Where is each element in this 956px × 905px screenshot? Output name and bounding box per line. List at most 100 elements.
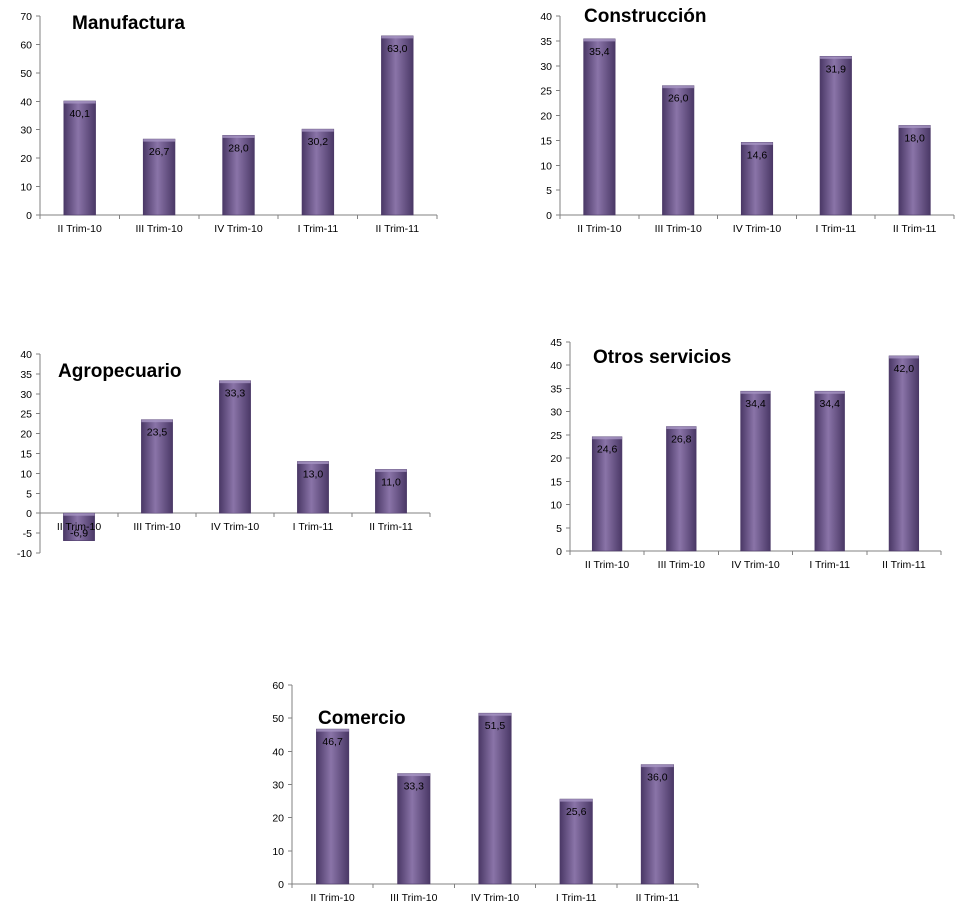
y-tick-label: 0 <box>278 879 284 891</box>
x-tick-label: III Trim-10 <box>390 892 437 904</box>
bar-cap <box>898 125 931 128</box>
y-tick-label: 15 <box>20 449 32 461</box>
y-tick-label: 30 <box>20 389 32 401</box>
bar-cap <box>143 139 175 142</box>
data-label: 11,0 <box>381 476 401 488</box>
y-tick-label: 20 <box>20 429 32 441</box>
data-label: 63,0 <box>387 43 408 55</box>
data-label: 18,0 <box>904 132 925 144</box>
data-label: 46,7 <box>322 736 343 748</box>
y-tick-label: 10 <box>272 846 284 858</box>
y-tick-label: 40 <box>540 11 552 23</box>
x-tick-label: I Trim-11 <box>298 223 339 235</box>
bar <box>141 419 173 514</box>
bar-cap <box>297 461 329 464</box>
data-label: 25,6 <box>566 806 587 818</box>
bar <box>814 390 845 552</box>
bar-cap <box>222 135 255 138</box>
y-tick-label: 10 <box>20 182 32 194</box>
bar-cap <box>740 391 771 394</box>
bar <box>316 728 350 885</box>
x-tick-label: IV Trim-10 <box>471 892 520 904</box>
bar <box>219 380 251 514</box>
x-tick-label: II Trim-10 <box>57 521 101 533</box>
bar <box>740 390 771 552</box>
y-tick-label: 50 <box>272 713 284 725</box>
y-tick-label: 30 <box>540 61 552 73</box>
bar <box>591 436 623 552</box>
y-tick-label: 20 <box>20 153 32 165</box>
chart-title: Construcción <box>584 6 706 27</box>
chart-otros-servicios: Otros servicios 0 5 10 15 20 25 30 35 40 45 II Trim… <box>480 330 950 575</box>
bar-cap <box>63 513 95 516</box>
x-tick-label: II Trim-11 <box>369 521 413 533</box>
data-label: 24,6 <box>597 444 618 456</box>
bar-cap <box>478 713 512 716</box>
x-tick-label: I Trim-11 <box>809 559 850 571</box>
data-label: 33,3 <box>225 388 246 400</box>
bar <box>375 469 407 514</box>
y-tick-label: 0 <box>26 508 32 520</box>
bar <box>297 461 329 514</box>
x-tick-label: II Trim-11 <box>882 559 926 571</box>
y-tick-label: 0 <box>556 546 562 558</box>
chart-construccion: Construcción 0 5 10 15 20 25 30 35 40 II Trim-10 35… <box>480 0 955 240</box>
y-tick-label: 40 <box>272 746 284 758</box>
bar-cap <box>302 129 334 132</box>
y-tick-label: 5 <box>546 185 552 197</box>
bar-cap <box>889 355 919 359</box>
data-label: 13,0 <box>303 468 324 480</box>
y-tick-label: 15 <box>550 476 562 488</box>
y-tick-label: 35 <box>20 369 32 381</box>
data-label: 23,5 <box>147 427 168 439</box>
bar <box>478 712 512 885</box>
bar-cap <box>375 469 407 472</box>
bar <box>222 135 255 216</box>
x-tick-label: III Trim-10 <box>658 559 705 571</box>
y-tick-label: 20 <box>550 453 562 465</box>
bar <box>740 142 774 216</box>
bar-cap <box>141 419 173 423</box>
x-tick-label: IV Trim-10 <box>731 559 780 571</box>
y-tick-label: 60 <box>20 39 32 51</box>
data-label: 40,1 <box>69 108 90 120</box>
y-tick-label: 35 <box>540 36 552 48</box>
chart-construccion-svg: Construcción 0 5 10 15 20 25 30 35 40 II Trim-10 35… <box>540 6 955 235</box>
bar <box>662 85 695 216</box>
data-label: 26,0 <box>668 93 689 105</box>
y-tick-label: 0 <box>546 210 552 222</box>
x-tick-label: I Trim-11 <box>815 223 856 235</box>
chart-comercio: Comercio 0 10 20 30 40 50 60 II Trim-10 46,7 III T… <box>250 670 710 905</box>
y-tick-label: 40 <box>550 360 562 372</box>
chart-title: Agropecuario <box>58 361 182 382</box>
bar-cap <box>219 380 251 384</box>
y-tick-label: -10 <box>17 548 32 560</box>
y-tick-label: 45 <box>550 337 562 349</box>
chart-agropecuario: Agropecuario -10 -5 0 5 10 15 20 25 30 35 40 II Trim… <box>0 340 460 560</box>
bar <box>63 512 95 541</box>
x-tick-label: II Trim-11 <box>376 223 420 235</box>
y-tick-label: 25 <box>550 430 562 442</box>
bar <box>397 773 431 885</box>
x-tick-label: III Trim-10 <box>133 521 180 533</box>
bar <box>819 55 852 216</box>
y-tick-label: 30 <box>20 125 32 137</box>
y-tick-label: 50 <box>20 68 32 80</box>
y-tick-label: 40 <box>20 96 32 108</box>
x-tick-label: II Trim-10 <box>585 559 629 571</box>
x-tick-label: II Trim-10 <box>58 223 102 235</box>
x-tick-label: IV Trim-10 <box>211 521 260 533</box>
chart-title: Manufactura <box>72 13 185 34</box>
y-tick-label: 40 <box>20 349 32 361</box>
chart-comercio-svg: Comercio 0 10 20 30 40 50 60 II Trim-10 46,7 III T… <box>272 680 699 904</box>
y-tick-label: 10 <box>540 160 552 172</box>
bar-cap <box>592 436 622 440</box>
data-label: -6,9 <box>70 528 88 540</box>
bar-cap <box>559 799 593 802</box>
x-tick-label: II Trim-11 <box>893 223 937 235</box>
bar-cap <box>662 85 694 89</box>
y-tick-label: 30 <box>272 780 284 792</box>
y-tick-label: -5 <box>23 528 32 540</box>
y-tick-label: 35 <box>550 383 562 395</box>
data-label: 34,4 <box>745 398 766 410</box>
